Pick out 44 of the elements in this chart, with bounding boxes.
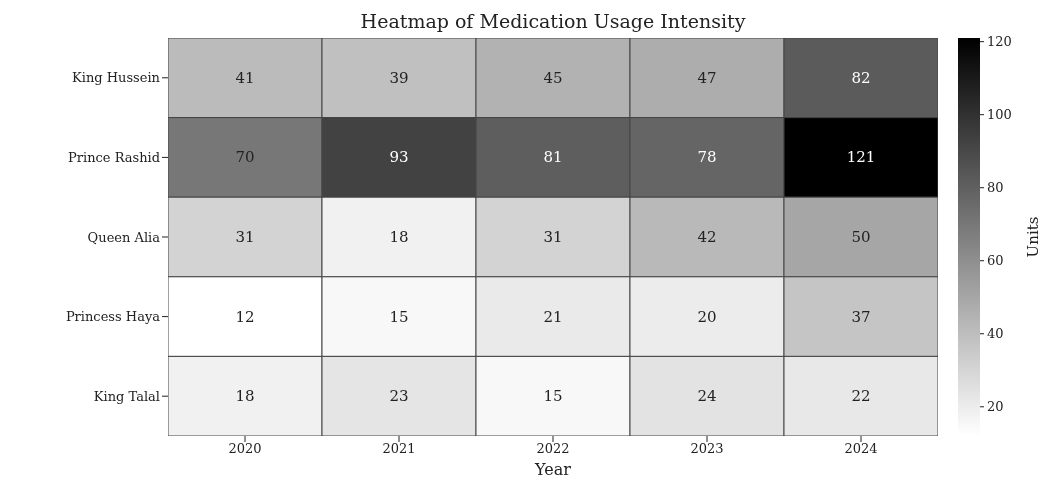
data-label: 45 xyxy=(543,68,563,87)
y-tick-label: Princess Haya xyxy=(65,309,161,325)
data-label: 70 xyxy=(235,148,255,167)
data-label: 23 xyxy=(389,387,409,406)
color-bar-label: 120 xyxy=(987,34,1012,50)
data-label: 93 xyxy=(389,148,409,167)
data-label: 37 xyxy=(851,307,871,326)
y-tick-label: King Hussein xyxy=(72,70,161,86)
data-label: 82 xyxy=(851,68,871,87)
color-bar-title: Units xyxy=(1024,216,1042,258)
y-tick-label: King Talal xyxy=(93,388,160,404)
y-tick-label: Prince Rashid xyxy=(68,150,160,166)
x-tick-label: 2020 xyxy=(228,441,262,457)
x-axis-title: Year xyxy=(533,460,572,479)
data-label: 15 xyxy=(543,387,563,406)
color-bar-label: 40 xyxy=(987,326,1004,342)
data-label: 47 xyxy=(697,68,717,87)
data-label: 22 xyxy=(851,387,871,406)
y-tick-label: Queen Alia xyxy=(87,229,161,245)
data-label: 20 xyxy=(697,307,717,326)
chart-title: Heatmap of Medication Usage Intensity xyxy=(359,10,747,32)
x-tick-label: 2021 xyxy=(382,441,416,457)
data-label: 39 xyxy=(389,68,409,87)
data-label: 42 xyxy=(697,228,717,246)
data-label: 18 xyxy=(235,387,255,406)
color-bar-label: 60 xyxy=(987,253,1004,269)
data-label: 121 xyxy=(846,148,876,167)
data-label: 81 xyxy=(543,148,563,167)
data-label: 12 xyxy=(235,307,255,326)
x-tick-label: 2022 xyxy=(536,441,570,457)
data-label: 41 xyxy=(235,68,255,87)
x-tick-label: 2023 xyxy=(690,441,724,457)
x-tick-label: 2024 xyxy=(844,441,878,457)
data-label: 24 xyxy=(697,387,717,406)
data-label: 31 xyxy=(543,228,563,246)
color-bar-label: 100 xyxy=(987,107,1012,123)
data-label: 78 xyxy=(697,148,717,167)
data-label: 15 xyxy=(389,307,409,326)
data-label: 31 xyxy=(235,228,255,246)
data-label: 21 xyxy=(543,307,563,326)
color-bar-label: 80 xyxy=(987,180,1004,196)
data-label: 18 xyxy=(389,228,409,246)
data-label: 50 xyxy=(851,228,871,246)
color-bar-label: 20 xyxy=(987,399,1004,415)
